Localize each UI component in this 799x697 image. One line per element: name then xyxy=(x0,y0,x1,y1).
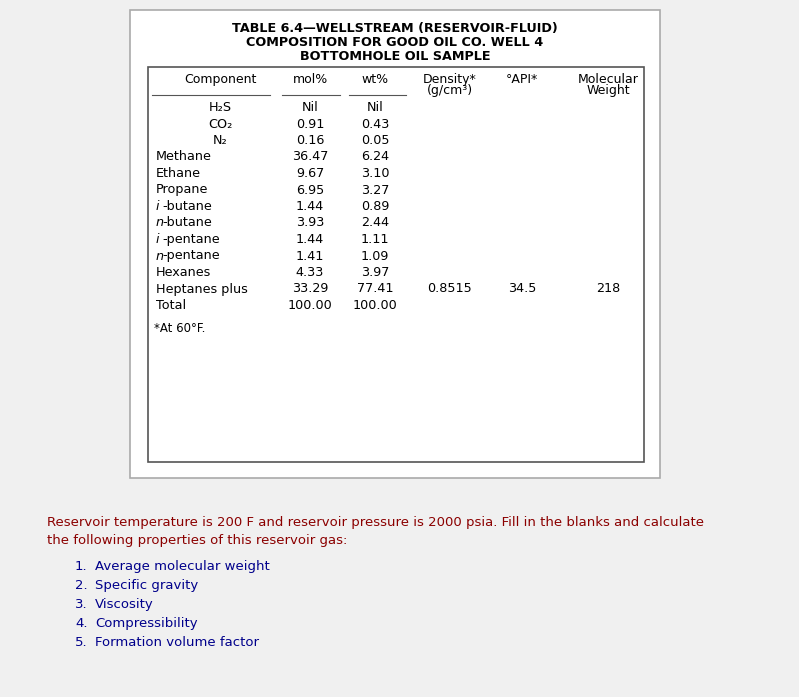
Text: Ethane: Ethane xyxy=(156,167,201,180)
Text: 3.: 3. xyxy=(75,598,88,611)
Text: *At 60°F.: *At 60°F. xyxy=(154,321,205,335)
Text: 100.00: 100.00 xyxy=(352,299,397,312)
Text: CO₂: CO₂ xyxy=(208,118,233,130)
Text: wt%: wt% xyxy=(361,73,388,86)
Text: 3.97: 3.97 xyxy=(361,266,389,279)
Text: Hexanes: Hexanes xyxy=(156,266,212,279)
Text: Propane: Propane xyxy=(156,183,209,197)
Text: Density*: Density* xyxy=(423,73,477,86)
Text: 0.05: 0.05 xyxy=(361,134,389,147)
Text: 1.44: 1.44 xyxy=(296,233,324,246)
Text: Component: Component xyxy=(184,73,256,86)
Text: Reservoir temperature is 200 F and reservoir pressure is 2000 psia. Fill in the : Reservoir temperature is 200 F and reser… xyxy=(47,516,704,529)
Text: 77.41: 77.41 xyxy=(356,282,393,296)
Text: 1.41: 1.41 xyxy=(296,250,324,263)
Text: Formation volume factor: Formation volume factor xyxy=(95,636,259,649)
Text: -butane: -butane xyxy=(162,200,212,213)
Text: Compressibility: Compressibility xyxy=(95,617,197,630)
Text: Average molecular weight: Average molecular weight xyxy=(95,560,270,573)
Text: 6.95: 6.95 xyxy=(296,183,324,197)
Text: °API*: °API* xyxy=(506,73,538,86)
Text: BOTTOMHOLE OIL SAMPLE: BOTTOMHOLE OIL SAMPLE xyxy=(300,50,491,63)
Text: -pentane: -pentane xyxy=(162,250,220,263)
Text: 100.00: 100.00 xyxy=(288,299,332,312)
Text: mol%: mol% xyxy=(292,73,328,86)
Text: 218: 218 xyxy=(596,282,620,296)
Text: i: i xyxy=(156,200,160,213)
Text: Specific gravity: Specific gravity xyxy=(95,579,198,592)
Text: Total: Total xyxy=(156,299,186,312)
Text: 1.11: 1.11 xyxy=(361,233,389,246)
Text: 3.27: 3.27 xyxy=(361,183,389,197)
Text: 2.44: 2.44 xyxy=(361,217,389,229)
Text: i: i xyxy=(156,233,160,246)
FancyBboxPatch shape xyxy=(148,67,644,462)
Text: Methane: Methane xyxy=(156,151,212,164)
Text: -butane: -butane xyxy=(162,217,212,229)
Text: 5.: 5. xyxy=(75,636,88,649)
Text: Nil: Nil xyxy=(302,101,318,114)
Text: Viscosity: Viscosity xyxy=(95,598,153,611)
Text: 4.33: 4.33 xyxy=(296,266,324,279)
Text: 4.: 4. xyxy=(75,617,88,630)
Text: n: n xyxy=(156,250,164,263)
Text: Heptanes plus: Heptanes plus xyxy=(156,282,248,296)
Text: 3.93: 3.93 xyxy=(296,217,324,229)
Text: 2.: 2. xyxy=(75,579,88,592)
Text: -pentane: -pentane xyxy=(162,233,220,246)
Text: N₂: N₂ xyxy=(213,134,228,147)
Text: 1.44: 1.44 xyxy=(296,200,324,213)
Text: 6.24: 6.24 xyxy=(361,151,389,164)
Text: COMPOSITION FOR GOOD OIL CO. WELL 4: COMPOSITION FOR GOOD OIL CO. WELL 4 xyxy=(246,36,543,49)
Text: TABLE 6.4—WELLSTREAM (RESERVOIR-FLUID): TABLE 6.4—WELLSTREAM (RESERVOIR-FLUID) xyxy=(233,22,558,35)
Text: 0.91: 0.91 xyxy=(296,118,324,130)
Text: (g/cm³): (g/cm³) xyxy=(427,84,473,97)
Text: 36.47: 36.47 xyxy=(292,151,328,164)
Text: Molecular: Molecular xyxy=(578,73,638,86)
Text: 9.67: 9.67 xyxy=(296,167,324,180)
Text: 0.8515: 0.8515 xyxy=(427,282,472,296)
Text: n: n xyxy=(156,217,164,229)
Text: 34.5: 34.5 xyxy=(508,282,536,296)
Text: H₂S: H₂S xyxy=(209,101,232,114)
Text: 33.29: 33.29 xyxy=(292,282,328,296)
Text: 1.: 1. xyxy=(75,560,88,573)
Text: Weight: Weight xyxy=(586,84,630,97)
Text: the following properties of this reservoir gas:: the following properties of this reservo… xyxy=(47,534,348,547)
Text: 1.09: 1.09 xyxy=(361,250,389,263)
Text: 0.89: 0.89 xyxy=(361,200,389,213)
Text: 0.43: 0.43 xyxy=(361,118,389,130)
Text: 0.16: 0.16 xyxy=(296,134,324,147)
Text: Nil: Nil xyxy=(367,101,384,114)
Text: 3.10: 3.10 xyxy=(361,167,389,180)
FancyBboxPatch shape xyxy=(130,10,660,478)
